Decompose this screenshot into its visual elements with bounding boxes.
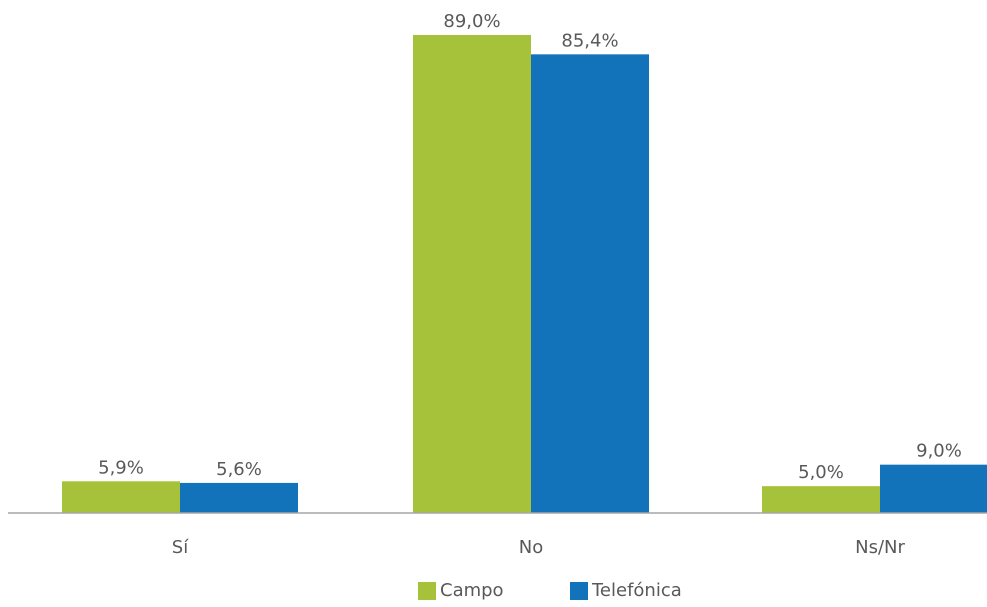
data-label-telefonica-ns-nr: 9,0%	[916, 441, 962, 462]
legend-item-campo: Campo	[418, 578, 504, 604]
bar-campo-si	[62, 481, 180, 513]
bar-campo-ns-nr	[762, 486, 880, 513]
x-tick-label-ns-nr: Ns/Nr	[855, 537, 905, 558]
legend-item-telefonica: Telefónica	[570, 578, 682, 604]
bar-telefonica-ns-nr	[880, 464, 987, 513]
legend-label-campo: Campo	[440, 580, 504, 601]
bars-layer	[62, 35, 987, 513]
data-label-telefonica-no: 85,4%	[561, 30, 618, 51]
data-label-campo-no: 89,0%	[443, 11, 500, 32]
data-label-telefonica-si: 5,6%	[216, 459, 262, 480]
x-tick-labels-layer: Sí No Ns/Nr	[172, 537, 906, 558]
bar-campo-no	[413, 35, 531, 513]
bar-telefonica-no	[531, 54, 649, 513]
bar-telefonica-si	[180, 482, 298, 513]
legend-label-telefonica: Telefónica	[592, 580, 682, 601]
legend-swatch-telefonica	[570, 582, 588, 600]
legend-swatch-campo	[418, 582, 436, 600]
data-label-campo-si: 5,9%	[98, 457, 144, 478]
legend: Campo Telefónica	[0, 578, 987, 604]
x-tick-label-si: Sí	[172, 537, 189, 558]
x-tick-label-no: No	[519, 537, 543, 558]
data-labels-layer: 5,9% 5,6% 89,0% 85,4% 5,0% 9,0%	[98, 11, 962, 483]
data-label-campo-ns-nr: 5,0%	[798, 462, 844, 483]
